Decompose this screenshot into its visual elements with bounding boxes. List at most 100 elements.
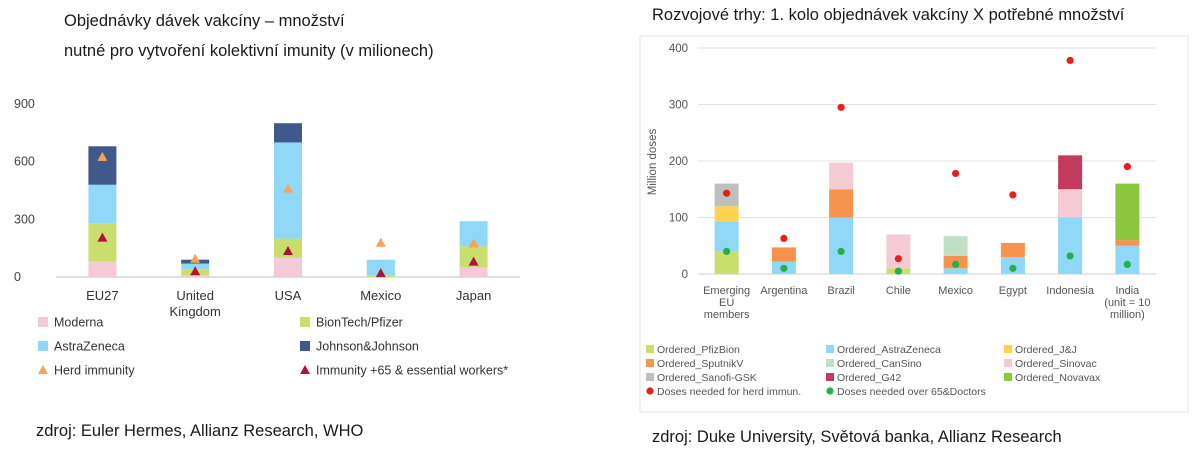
y-tick-label-300: 300 [669,100,688,112]
x-tick-label-united-kingdom-1: Kingdom [170,304,221,319]
x-tick-label-emerging-eu-members-1: EU [719,297,734,309]
legend-label-ordered-astrazeneca: Ordered_AstraZeneca [837,344,941,356]
marker-doses-needed-over-65-doctors-egypt [1009,264,1017,272]
x-tick-label-india-unit-10-million-1: (unit = 10 [1104,297,1150,309]
y-axis-label: Million doses [647,129,659,196]
legend-label-ordered-sanofi-gsk: Ordered_Sanofi-GSK [657,372,757,384]
legend-label-moderna: Moderna [54,316,103,330]
bar-ordered-novavax-india-unit-10-million [1115,183,1140,241]
marker-herd-immunity-united-kingdom [190,253,201,263]
y-tick-label-200: 200 [669,156,688,168]
legend-label-johnson-johnson: Johnson&Johnson [316,340,419,354]
x-tick-label-india-unit-10-million-2: million) [1110,309,1145,321]
legend-swatch-ordered-cansino [826,359,834,367]
marker-doses-needed-for-herd-immun-chile [894,255,902,263]
marker-doses-needed-for-herd-immun-argentina [780,234,788,243]
x-tick-label-mexico: Mexico [938,285,973,297]
y-tick-label-300: 300 [14,212,35,226]
marker-herd-immunity-mexico [375,237,386,247]
legend-swatch-doses-needed-over-65-doctors [826,387,834,395]
marker-herd-immunity-japan [468,238,479,248]
right-chart-frame [639,35,1189,413]
x-tick-label-egypt: Egypt [999,285,1027,297]
marker-doses-needed-for-herd-immun-mexico [952,169,960,178]
bar-ordered-sinovac-brazil [829,162,854,190]
x-tick-label-india-unit-10-million: India [1115,285,1140,297]
marker-immunity-65-essential-workers-mexico [375,268,386,278]
marker-doses-needed-over-65-doctors-emerging-eu-members [723,247,731,255]
marker-immunity-65-essential-workers-united-kingdom [190,266,201,276]
bar-moderna-eu27 [88,261,117,277]
x-tick-label-argentina: Argentina [760,285,808,297]
marker-doses-needed-for-herd-immun-emerging-eu-members [723,189,731,197]
x-tick-label-usa: USA [275,288,302,303]
legend-label-biontech-pfizer: BionTech/Pfizer [316,316,403,330]
marker-herd-immunity-eu27 [97,151,108,161]
marker-immunity-65-essential-workers-eu27 [97,232,108,242]
legend-swatch-ordered-j-j [1004,345,1012,353]
x-tick-label-emerging-eu-members-2: members [704,309,750,321]
bar-ordered-sinovac-indonesia [1058,189,1083,218]
y-tick-label-600: 600 [14,155,35,169]
legend-swatch-doses-needed-for-herd-immun [646,387,654,395]
legend-swatch-ordered-pfizbion [646,345,654,353]
legend-swatch-johnson-johnson [300,341,310,351]
bar-ordered-astrazeneca-mexico [943,268,968,274]
right-bar-chart: 0 100 200 300 400 Million doses EmergingEUmemb… [639,35,1189,413]
legend-swatch-ordered-sinovac [1004,359,1012,367]
marker-doses-needed-for-herd-immun-egypt [1009,191,1017,199]
bar-ordered-pfizbion-emerging-eu-members [714,251,739,274]
legend-label-ordered-novavax: Ordered_Novavax [1015,372,1101,384]
marker-doses-needed-over-65-doctors-india-unit-10-million [1123,260,1131,268]
y-tick-label-0: 0 [14,270,21,284]
marker-doses-needed-for-herd-immun-brazil [837,103,845,111]
y-tick-label-0: 0 [682,269,688,281]
left-chart-title-line2: nutné pro vytvoření kolektivní imunity (… [64,42,434,60]
bar-moderna-japan [459,267,488,277]
marker-doses-needed-over-65-doctors-indonesia [1066,252,1074,260]
x-tick-label-indonesia: Indonesia [1046,285,1095,297]
legend-label-ordered-pfizbion: Ordered_PfizBion [657,344,740,356]
bar-ordered-sputnikv-india-unit-10-million [1115,240,1140,246]
x-tick-label-united-kingdom: United [176,288,214,303]
y-tick-label-400: 400 [669,43,688,55]
bar-ordered-sputnikv-brazil [829,189,854,218]
y-tick-label-100: 100 [669,213,688,225]
legend-swatch-ordered-sanofi-gsk [646,373,654,381]
legend-label-ordered-sputnikv: Ordered_SputnikV [657,358,743,370]
legend-swatch-ordered-novavax [1004,373,1012,381]
marker-doses-needed-over-65-doctors-mexico [952,260,960,268]
legend-swatch-ordered-astrazeneca [826,345,834,353]
x-tick-label-brazil: Brazil [827,285,855,297]
legend-label-herd-immunity: Herd immunity [54,364,135,378]
right-chart-source: zdroj: Duke University, Světová banka, A… [652,428,1062,446]
marker-doses-needed-over-65-doctors-argentina [780,264,788,272]
bar-ordered-j-j-emerging-eu-members [714,206,739,223]
legend-swatch-immunity-65-essential-workers [300,365,310,374]
marker-doses-needed-for-herd-immun-india-unit-10-million [1123,163,1131,171]
legend-label-ordered-g42: Ordered_G42 [837,372,901,384]
legend-swatch-herd-immunity [38,365,48,374]
marker-doses-needed-for-herd-immun-indonesia [1066,56,1074,65]
legend-label-doses-needed-for-herd-immun: Doses needed for herd immun. [657,386,801,398]
bar-ordered-cansino-mexico [943,236,968,256]
marker-immunity-65-essential-workers-japan [468,256,479,266]
x-tick-label-eu27: EU27 [86,288,119,303]
bar-ordered-sputnikv-egypt [1000,242,1025,258]
bar-biontech-pfizer-eu27 [88,223,117,262]
left-chart-panel: Objednávky dávek vakcíny – množství nutn… [14,12,520,440]
marker-doses-needed-over-65-doctors-chile [894,267,902,275]
legend-swatch-biontech-pfizer [300,317,310,327]
left-chart-title-line1: Objednávky dávek vakcíny – množství [64,12,345,30]
x-tick-label-chile: Chile [886,285,911,297]
legend-swatch-astrazeneca [38,341,48,351]
left-chart-source: zdroj: Euler Hermes, Allianz Research, W… [36,422,364,440]
x-tick-label-emerging-eu-members: Emerging [703,285,750,297]
x-tick-label-japan: Japan [456,288,491,303]
bar-ordered-sputnikv-argentina [771,247,796,262]
bar-ordered-astrazeneca-brazil [829,217,854,274]
bar-ordered-astrazeneca-indonesia [1058,217,1083,274]
legend-label-ordered-cansino: Ordered_CanSino [837,358,922,370]
bar-ordered-astrazeneca-emerging-eu-members [714,222,739,252]
